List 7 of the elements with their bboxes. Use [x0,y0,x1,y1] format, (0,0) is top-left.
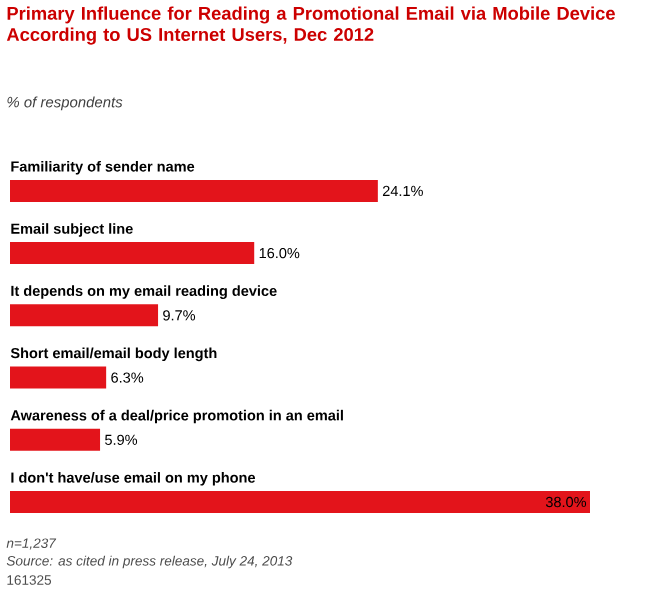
bar [10,242,255,265]
bar [10,366,107,389]
bar [10,428,101,451]
chart-title: Primary Influence for Reading a Promotional Email via Mobile Device According to US Internet Users, Dec 2012 [6,6,615,45]
bar [10,304,159,327]
bar [10,491,590,513]
bar [10,179,378,202]
